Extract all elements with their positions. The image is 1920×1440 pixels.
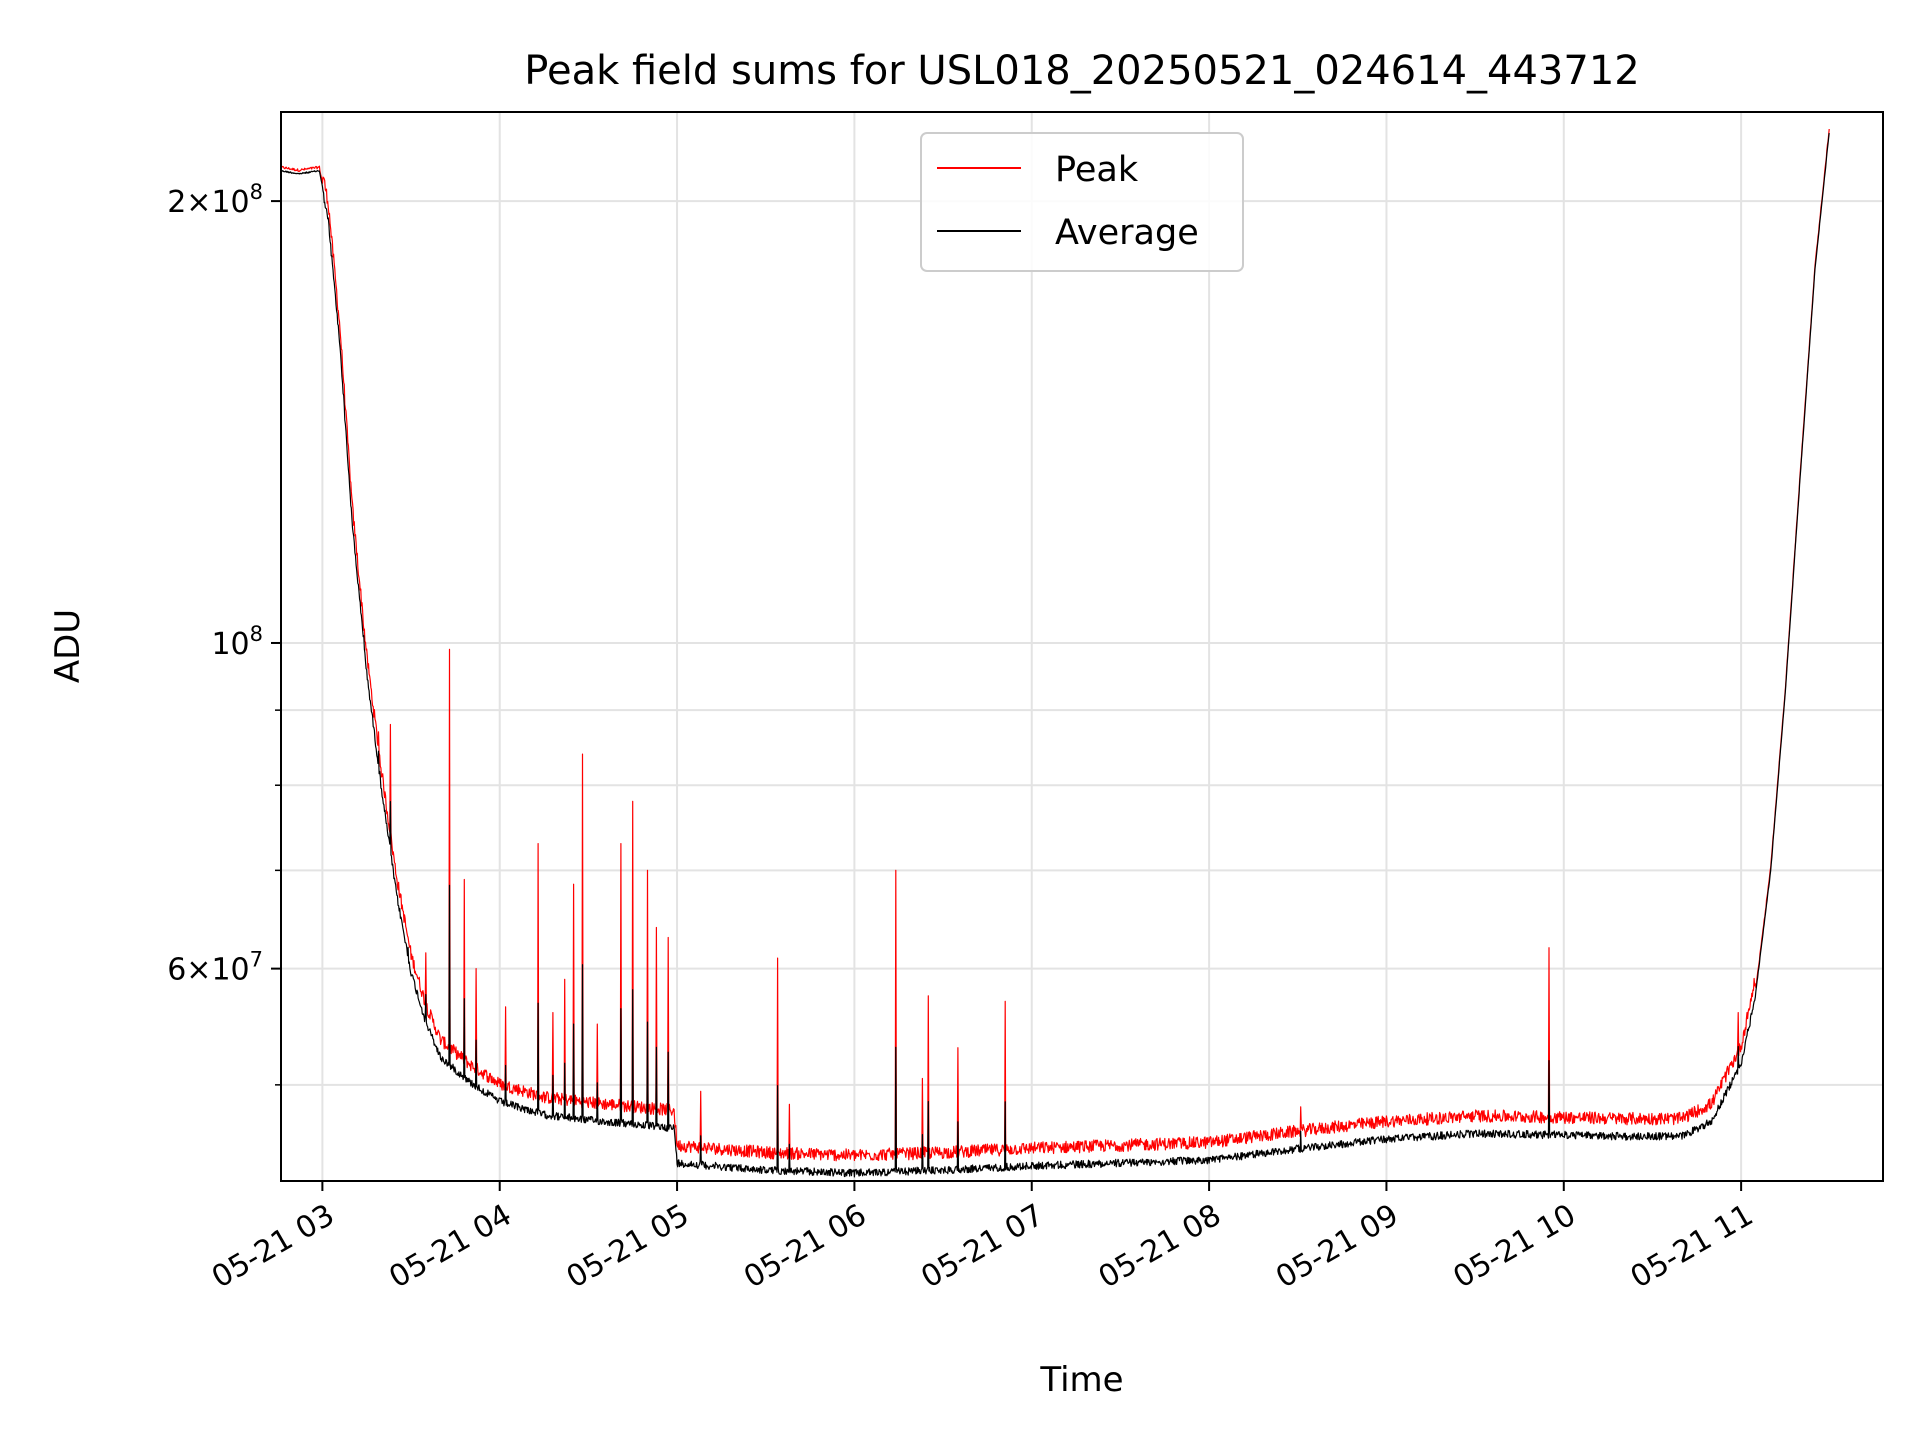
chart-title: Peak field sums for USL018_20250521_0246… — [524, 48, 1639, 94]
y-axis-label: ADU — [48, 609, 88, 683]
series-layer — [280, 128, 1830, 1178]
x-axis-label: Time — [1039, 1360, 1123, 1400]
series-line-average — [280, 133, 1830, 1178]
y-tick-label: 108 — [211, 622, 263, 662]
y-tick-label: 2×108 — [167, 180, 263, 220]
grid — [281, 112, 1883, 1181]
plot-frame — [280, 111, 1884, 1182]
legend-label-peak: Peak — [1055, 150, 1139, 190]
legend: Peak Average — [920, 132, 1244, 272]
y-tick-label: 6×107 — [167, 948, 263, 988]
legend-label-average: Average — [1055, 213, 1199, 253]
